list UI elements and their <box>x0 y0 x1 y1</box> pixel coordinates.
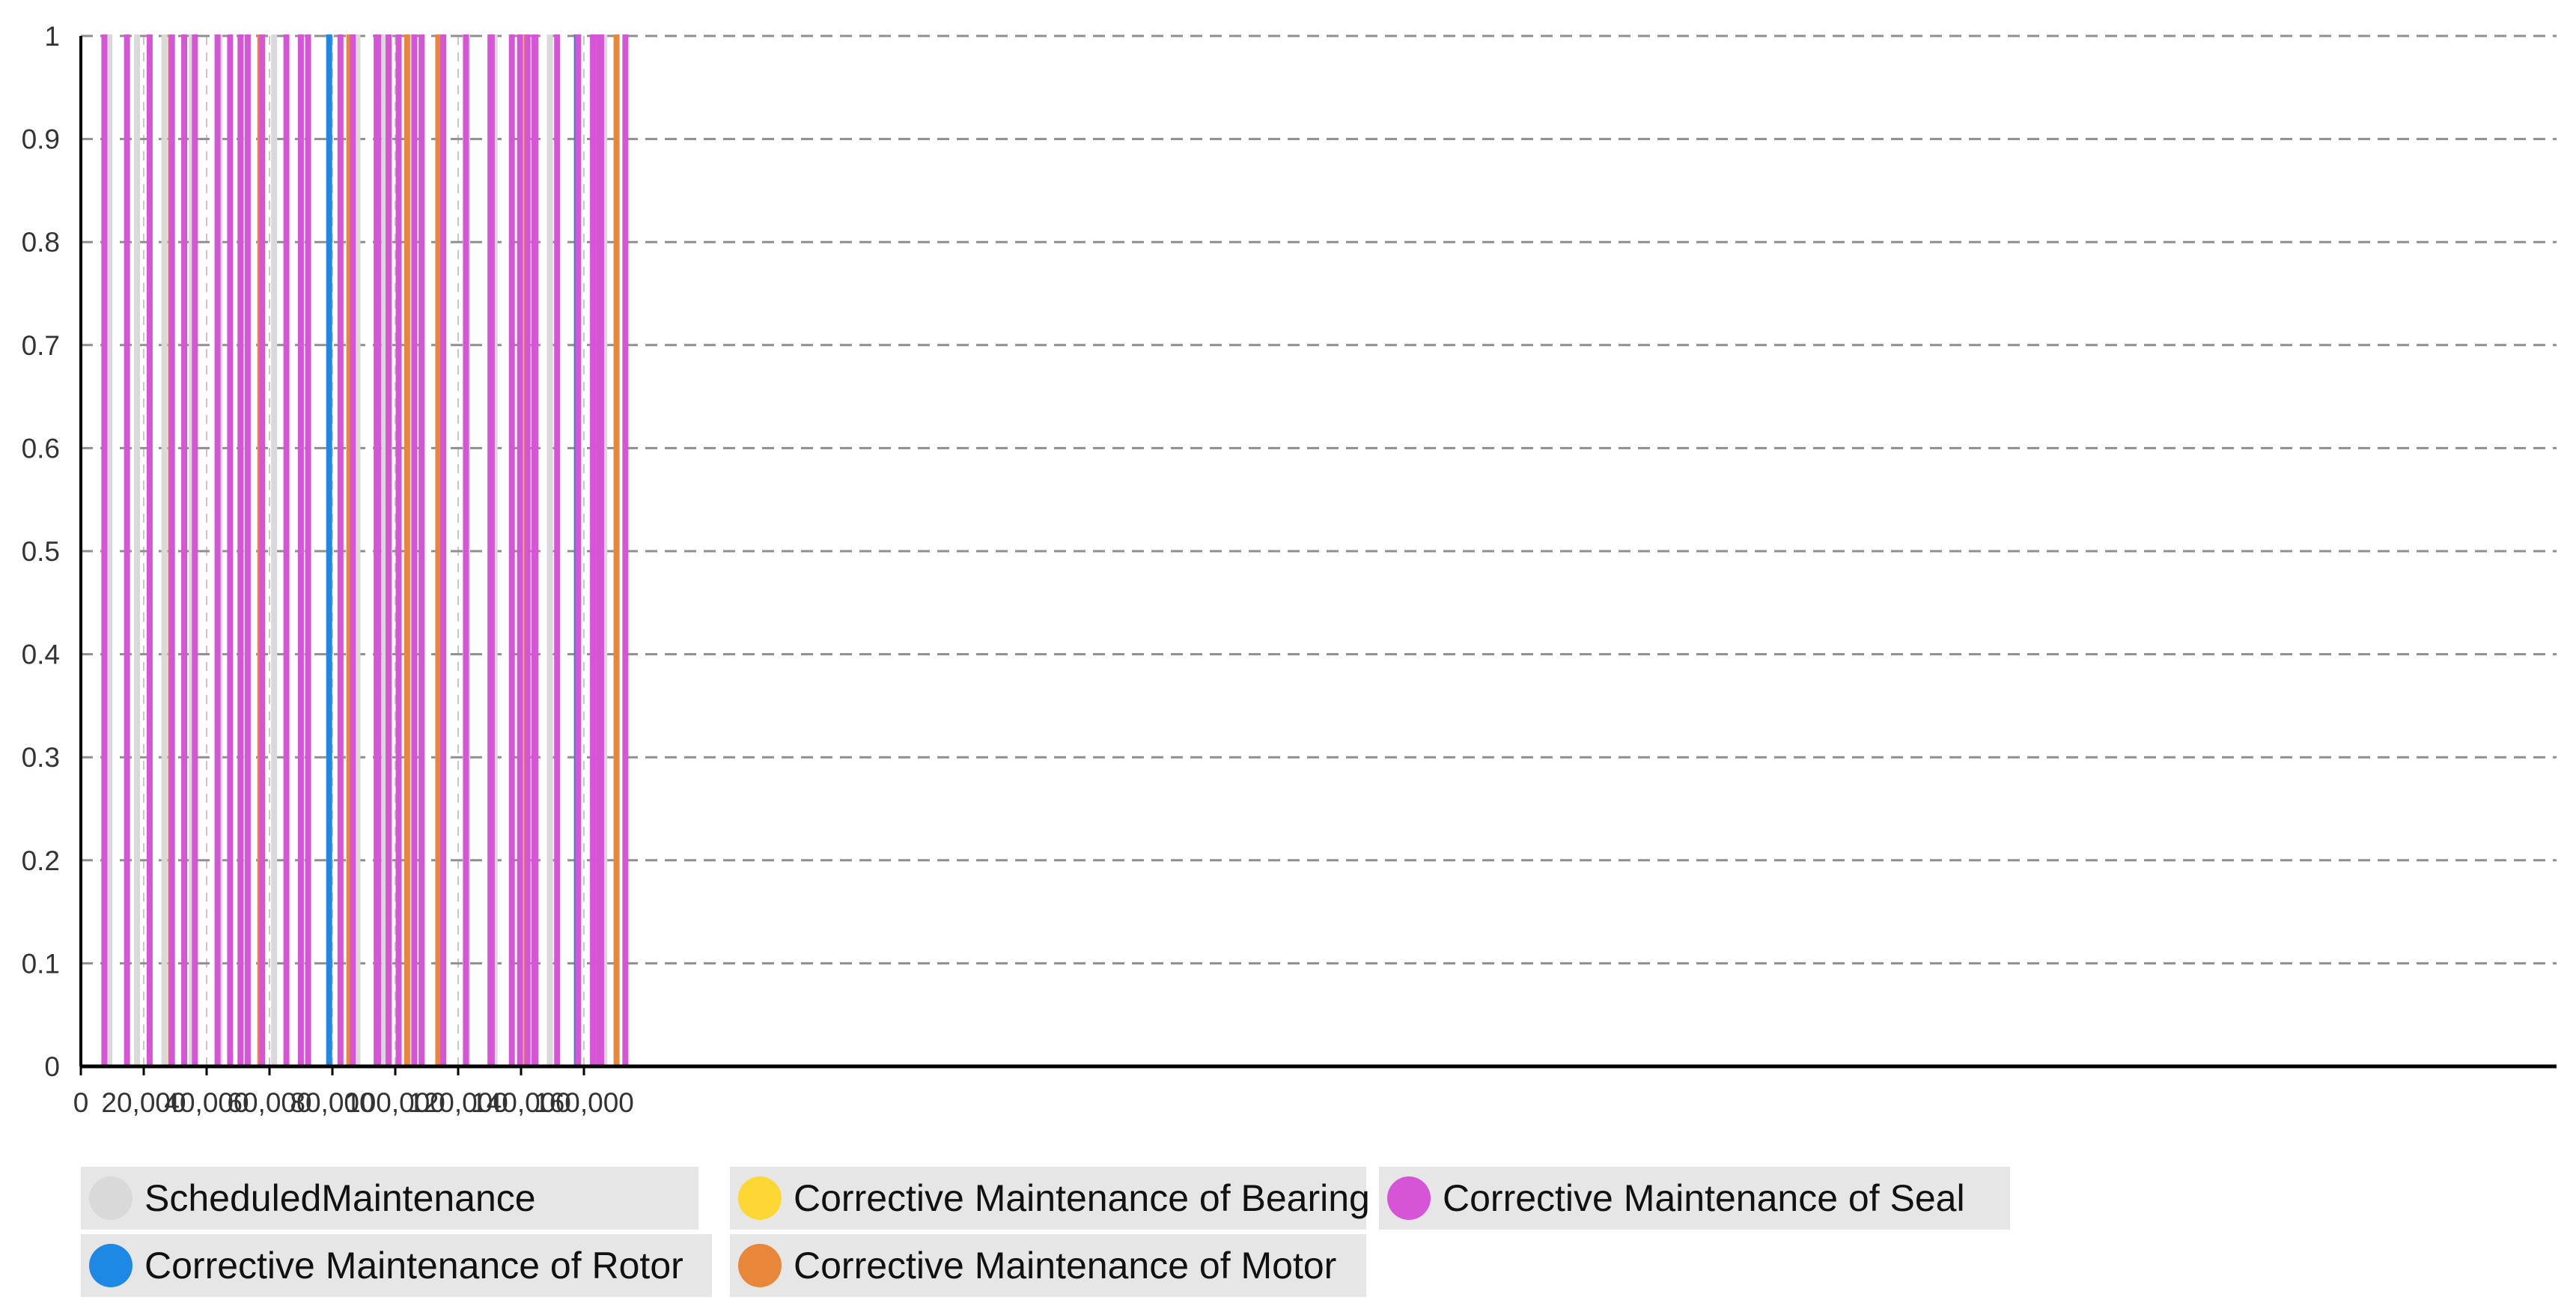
legend-swatch <box>738 1244 782 1287</box>
legend-item-background <box>730 1167 1366 1230</box>
legend-label: ScheduledMaintenance <box>144 1177 536 1219</box>
series-pulse <box>337 34 344 1066</box>
series-layer <box>101 34 629 1066</box>
series-pulse <box>613 34 620 1066</box>
series-pulse <box>350 34 356 1066</box>
series-pulse <box>192 34 198 1066</box>
axes <box>79 36 2557 1069</box>
series-pulse <box>101 34 108 1066</box>
x-tick-label: 40,000 <box>164 1087 249 1118</box>
legend-swatch <box>1387 1176 1431 1220</box>
legend-item[interactable]: Corrective Maintenance of Seal <box>1379 1167 2010 1230</box>
series-pulse <box>297 34 304 1066</box>
legend-item-background <box>81 1167 698 1230</box>
legend-item[interactable]: Corrective Maintenance of Bearing <box>730 1167 1370 1230</box>
y-tick-label: 0.9 <box>22 124 60 155</box>
series-pulse <box>622 34 629 1066</box>
series-pulse <box>546 34 553 1066</box>
legend-item-background <box>730 1234 1366 1297</box>
series-pulse <box>124 34 130 1066</box>
series-pulse <box>524 34 531 1066</box>
legend-item[interactable]: Corrective Maintenance of Motor <box>730 1234 1366 1297</box>
x-tick-label: 160,000 <box>534 1087 634 1118</box>
x-tick-label: 60,000 <box>227 1087 311 1118</box>
y-tick-label: 0.4 <box>22 640 60 670</box>
y-tick-label: 0 <box>44 1051 60 1082</box>
series-pulse <box>181 34 188 1066</box>
y-tick-label: 0.8 <box>22 227 60 258</box>
series-pulse <box>440 34 447 1066</box>
series-pulse <box>259 34 266 1066</box>
series-pulse <box>435 34 442 1066</box>
x-axis-tick-labels: 0 20,00040,00060,00080,000100,000120,0001… <box>73 1066 634 1118</box>
legend-item[interactable]: Corrective Maintenance of Rotor <box>81 1234 712 1297</box>
x-tick-label: 140,000 <box>471 1087 571 1118</box>
series-pulse <box>418 34 425 1066</box>
series-pulse <box>106 34 113 1066</box>
series-pulse <box>161 34 168 1066</box>
series-pulse <box>244 34 251 1066</box>
x-tick-label: 0 <box>73 1087 89 1118</box>
x-tick-label: 120,000 <box>408 1087 508 1118</box>
series-pulse <box>395 34 402 1066</box>
series-pulse <box>146 34 153 1066</box>
legend-swatch <box>738 1176 782 1220</box>
series-pulse <box>463 34 469 1066</box>
legend-swatch <box>89 1176 133 1220</box>
y-tick-label: 0.1 <box>22 948 60 979</box>
series-pulse <box>532 34 539 1066</box>
x-tick-label: 80,000 <box>290 1087 374 1118</box>
series-pulse <box>575 34 582 1066</box>
legend-item-background <box>1379 1167 2010 1230</box>
series-pulse <box>598 34 604 1066</box>
y-tick-label: 1 <box>44 21 60 52</box>
legend-label: Corrective Maintenance of Rotor <box>144 1245 683 1287</box>
x-tick-label: 100,000 <box>345 1087 445 1118</box>
series-pulse <box>227 34 234 1066</box>
series-corrective-maintenance-of-seal <box>101 34 629 1066</box>
legend-item[interactable]: ScheduledMaintenance <box>81 1167 698 1230</box>
series-pulse <box>508 34 515 1066</box>
series-pulse <box>271 34 278 1066</box>
series-pulse <box>404 34 410 1066</box>
series-pulse <box>411 34 418 1066</box>
legend-label: Corrective Maintenance of Bearing <box>794 1177 1370 1219</box>
y-tick-label: 0.7 <box>22 330 60 361</box>
legend-item-background <box>81 1234 712 1297</box>
legend-label: Corrective Maintenance of Seal <box>1443 1177 1965 1219</box>
series-pulse <box>375 34 382 1066</box>
y-tick-label: 0.5 <box>22 536 60 567</box>
series-pulse <box>554 34 561 1066</box>
series-pulse <box>237 34 244 1066</box>
series-pulse <box>381 34 388 1066</box>
legend-swatch <box>89 1244 133 1287</box>
y-tick-label: 0.6 <box>22 433 60 464</box>
series-pulse <box>283 34 290 1066</box>
series-pulse <box>517 34 523 1066</box>
y-axis-tick-labels: 0 0.1 0.2 0.3 0.4 0.5 0.6 0.7 0.8 0.9 1 <box>22 21 60 1082</box>
y-tick-label: 0.3 <box>22 742 60 773</box>
series-pulse <box>354 34 361 1066</box>
series-pulse <box>305 34 311 1066</box>
x-tick-label: 20,000 <box>101 1087 186 1118</box>
series-pulse <box>168 34 175 1066</box>
legend-label: Corrective Maintenance of Motor <box>794 1245 1336 1287</box>
series-pulse <box>326 34 332 1066</box>
series-pulse <box>134 34 141 1066</box>
y-tick-label: 0.2 <box>22 845 60 876</box>
series-pulse <box>590 34 597 1066</box>
legend: ScheduledMaintenance Corrective Maintenan… <box>81 1167 2010 1297</box>
series-pulse <box>488 34 495 1066</box>
series-pulse <box>214 34 221 1066</box>
series-pulse <box>386 34 392 1066</box>
